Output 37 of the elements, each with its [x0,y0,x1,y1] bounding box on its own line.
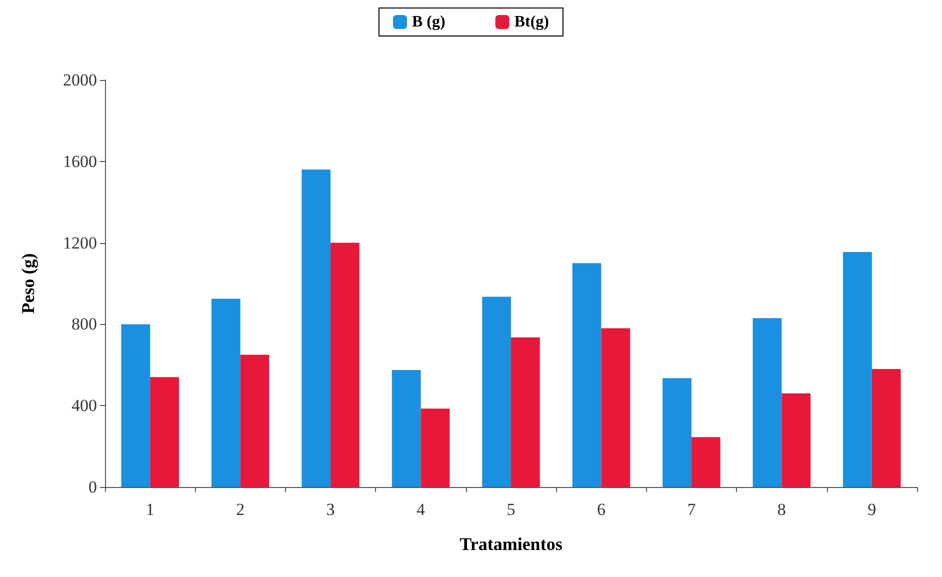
y-tick-label: 1200 [63,233,97,252]
bar [662,378,692,487]
bar [150,377,179,487]
bar [482,296,511,487]
x-tick-label: 8 [777,500,786,519]
legend-label: Bt(g) [514,14,549,30]
y-tick-label: 1600 [63,152,97,171]
y-tick-label: 400 [72,396,97,416]
bar [782,393,811,487]
bar [691,437,720,487]
x-tick-label: 5 [506,500,516,519]
x-tick-label: 6 [596,500,606,519]
bar [420,408,450,487]
bar [330,242,360,487]
bar [511,337,540,487]
x-tick-label: 3 [326,500,335,519]
bar [572,263,602,487]
y-axis-title: Peso (g) [18,253,38,314]
x-tick-label: 7 [687,500,696,519]
bar [211,298,240,487]
bar [240,354,270,487]
x-tick-label: 9 [868,500,876,519]
x-axis-title: Tratamientos [460,534,562,554]
x-tick-label: 1 [146,500,154,519]
bar [302,170,331,487]
bar [872,368,901,487]
y-tick-label: 800 [72,314,97,334]
x-tick-label: 4 [416,500,426,519]
bar [752,318,782,487]
bar [392,370,421,487]
y-tick-label: 2000 [63,70,97,90]
bar [121,324,150,487]
bar [601,328,630,487]
x-tick-label: 2 [236,500,245,519]
legend-label: B (g) [412,14,446,30]
bar [843,252,872,487]
y-tick-label: 0 [88,478,97,496]
